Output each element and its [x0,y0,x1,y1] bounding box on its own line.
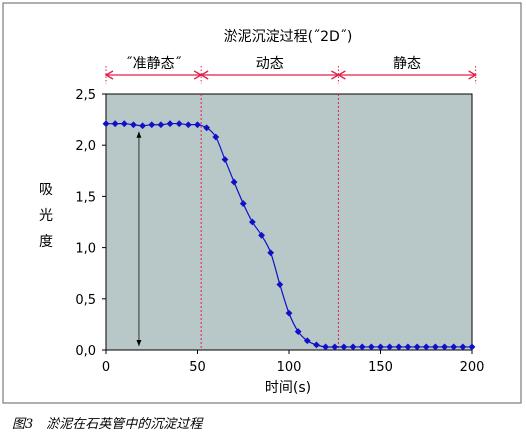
data-point [413,343,421,351]
phase-divider-lines [200,94,339,350]
data-point [422,343,430,351]
data-point [203,124,211,132]
y-tick-label: 0,0 [75,344,96,359]
data-point [349,343,357,351]
data-point [130,121,137,129]
range-arrow-head-top [136,131,142,138]
data-point [212,133,220,141]
data-point [331,343,339,351]
range-arrow-head-bottom [136,340,142,346]
data-point [450,343,458,351]
phase-arrow-left [104,70,114,80]
phase-arrow-left [199,70,209,80]
data-point [386,343,394,351]
data-point [459,343,467,351]
data-point [111,120,119,128]
data-point [358,343,366,351]
x-axis: 0 50 100 150 200 [102,350,485,375]
data-point [432,343,439,351]
data-point [441,343,448,351]
data-point [120,120,128,128]
data-point [404,343,412,351]
data-point [166,120,174,128]
data-point [367,343,375,351]
x-tick-label: 150 [368,360,393,375]
x-tick-label: 0 [102,360,110,375]
data-point [102,120,110,128]
chart-title: 淤泥沉淀过程(˝2D˝) [224,29,353,45]
x-tick-label: 50 [189,360,206,375]
y-axis-label: 吸光度 [39,182,53,250]
y-axis-label-char: 光 [39,208,53,224]
phase-arrow-left [337,70,346,80]
phase-label: 静态 [393,56,421,72]
data-point [313,341,320,349]
range-arrow [136,131,142,346]
data-point [148,121,156,129]
data-point [285,309,293,317]
y-axis-label-char: 吸 [39,182,53,198]
data-point [175,120,183,128]
data-point [221,156,229,163]
data-point [377,343,384,351]
phase-label: 动态 [256,56,284,72]
y-tick-label: 2,5 [75,88,96,103]
data-point [276,281,284,288]
y-tick-label: 1,0 [75,242,96,257]
data-point [184,121,192,129]
data-point [395,343,403,351]
plot-area [105,93,473,351]
data-point [303,337,311,345]
data-point [230,178,238,186]
y-axis: 0,0 0,5 1,0 1,5 2,0 2,5 [75,88,106,359]
x-axis-label: 时间(s) [265,380,311,396]
data-point [267,249,275,257]
y-axis-label-char: 度 [39,234,53,250]
x-tick-label: 100 [277,360,302,375]
data-point [194,121,201,129]
x-tick-label: 200 [460,360,485,375]
data-point [294,328,302,335]
data-point [258,231,265,239]
data-point [322,343,329,351]
figure-caption: 图3 淤泥在石英管中的沉淀过程 [12,417,203,432]
y-tick-label: 0,5 [75,293,96,308]
data-point [239,200,247,207]
data-point [139,122,146,130]
data-point [340,343,348,351]
series-layer [102,120,476,351]
phase-label: ˝准静态˝ [126,56,182,72]
y-tick-label: 2,0 [75,139,96,154]
phase-bar: ˝准静态˝ 动态 静态 [104,56,477,84]
phase-arrow-right [468,70,477,80]
y-tick-label: 1,5 [75,190,96,205]
data-point [157,121,165,129]
data-point [249,218,256,226]
data-point [468,343,476,351]
